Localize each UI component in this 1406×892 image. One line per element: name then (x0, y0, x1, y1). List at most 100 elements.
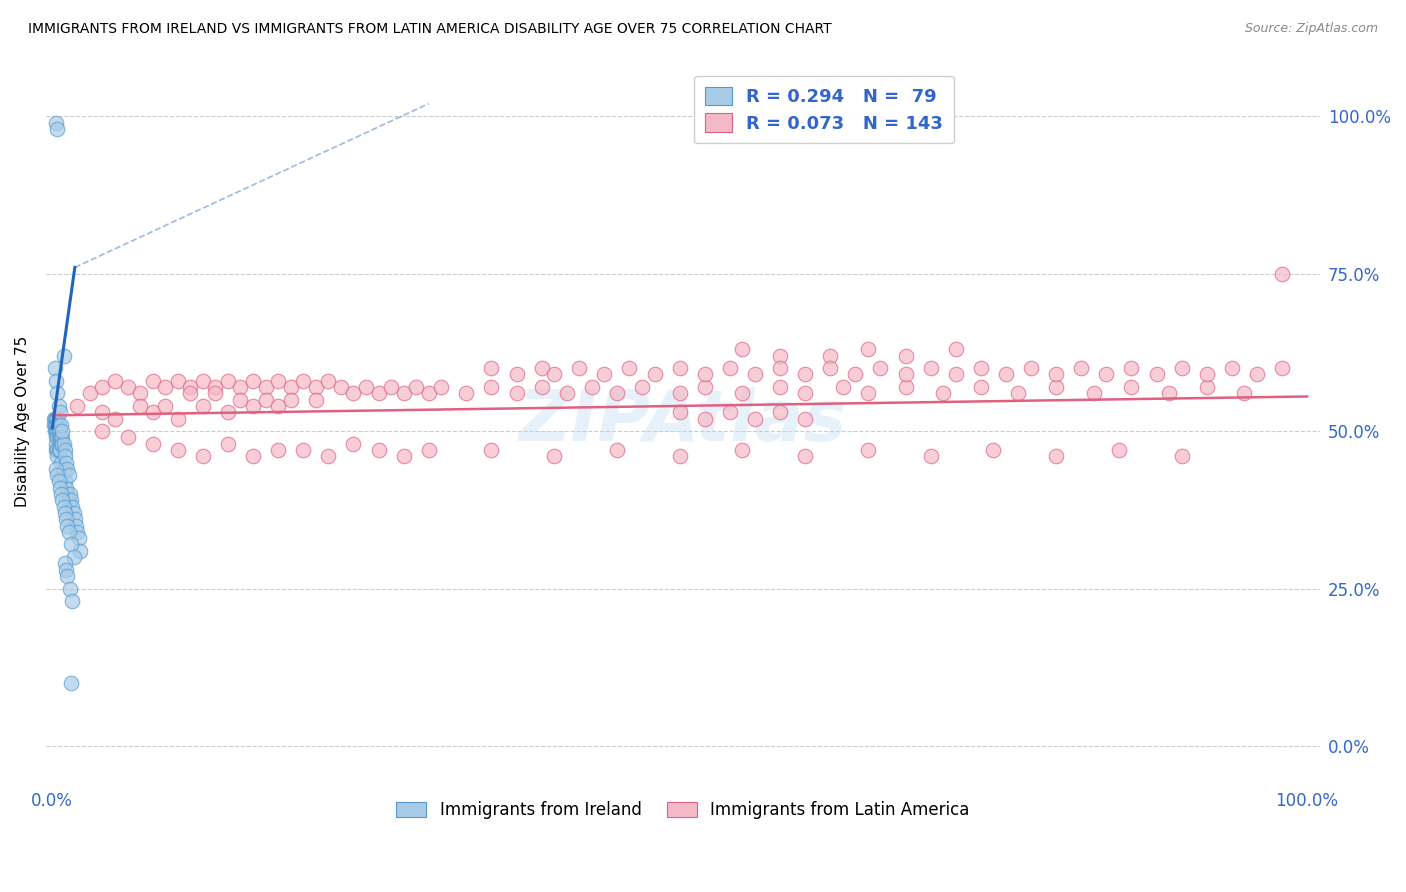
Point (1007, 386, 1029, 401)
Point (166, 411, 188, 425)
Text: IMMIGRANTS FROM IRELAND VS IMMIGRANTS FROM LATIN AMERICA DISABILITY AGE OVER 75 : IMMIGRANTS FROM IRELAND VS IMMIGRANTS FR… (28, 22, 832, 37)
Point (305, 380, 328, 394)
Point (920, 450, 942, 464)
Point (318, 450, 340, 464)
Point (430, 380, 453, 394)
Point (217, 436, 239, 450)
Point (55, 563, 77, 577)
Point (60, 676, 83, 690)
Point (60, 594, 83, 608)
Point (79, 386, 101, 401)
Point (1146, 368, 1168, 382)
Point (59, 582, 82, 596)
Point (65, 518, 87, 533)
Point (55, 512, 77, 526)
Point (51, 493, 73, 508)
Point (1157, 386, 1180, 401)
Point (267, 374, 290, 388)
Point (292, 374, 315, 388)
Point (1233, 386, 1256, 401)
Point (894, 368, 917, 382)
Point (166, 374, 188, 388)
Point (619, 361, 641, 376)
Point (329, 380, 352, 394)
Point (1170, 450, 1192, 464)
Point (91, 380, 114, 394)
Point (668, 386, 690, 401)
Point (91, 405, 114, 419)
Point (820, 349, 842, 363)
Point (56, 462, 79, 476)
Point (46, 411, 69, 425)
Point (49, 442, 72, 457)
Point (693, 411, 716, 425)
Point (731, 386, 754, 401)
Point (568, 361, 591, 376)
Point (856, 343, 879, 357)
Point (983, 442, 1005, 457)
Point (945, 343, 967, 357)
Point (46, 450, 69, 464)
Point (63, 512, 86, 526)
Point (405, 380, 427, 394)
Point (91, 424, 114, 438)
Point (856, 386, 879, 401)
Point (844, 368, 866, 382)
Point (1170, 361, 1192, 376)
Point (1271, 361, 1294, 376)
Y-axis label: Disability Age Over 75: Disability Age Over 75 (15, 336, 30, 508)
Point (242, 374, 264, 388)
Point (1045, 380, 1067, 394)
Point (44, 411, 66, 425)
Point (731, 343, 754, 357)
Point (392, 450, 415, 464)
Point (45, 411, 67, 425)
Point (342, 436, 364, 450)
Point (267, 442, 290, 457)
Point (53, 475, 76, 489)
Point (543, 450, 565, 464)
Point (49, 430, 72, 444)
Point (1095, 368, 1118, 382)
Point (117, 380, 139, 394)
Point (191, 374, 214, 388)
Point (59, 487, 82, 501)
Point (945, 368, 967, 382)
Point (62, 506, 84, 520)
Point (49, 424, 72, 438)
Point (191, 399, 214, 413)
Point (49, 417, 72, 432)
Point (51, 436, 73, 450)
Point (254, 392, 277, 407)
Point (1070, 361, 1092, 376)
Point (505, 368, 527, 382)
Point (769, 380, 792, 394)
Point (142, 374, 165, 388)
Point (129, 399, 152, 413)
Point (217, 405, 239, 419)
Point (1121, 380, 1143, 394)
Point (48, 424, 70, 438)
Point (52, 500, 75, 514)
Point (49, 487, 72, 501)
Point (342, 386, 364, 401)
Point (49, 481, 72, 495)
Point (48, 399, 70, 413)
Point (51, 468, 73, 483)
Point (44, 417, 66, 432)
Point (606, 442, 628, 457)
Point (53, 450, 76, 464)
Point (129, 386, 152, 401)
Point (932, 386, 955, 401)
Point (505, 386, 527, 401)
Point (45, 436, 67, 450)
Point (894, 349, 917, 363)
Point (55, 481, 77, 495)
Point (179, 386, 201, 401)
Point (191, 450, 214, 464)
Point (45, 430, 67, 444)
Point (668, 361, 690, 376)
Point (46, 121, 69, 136)
Point (530, 361, 553, 376)
Point (153, 399, 176, 413)
